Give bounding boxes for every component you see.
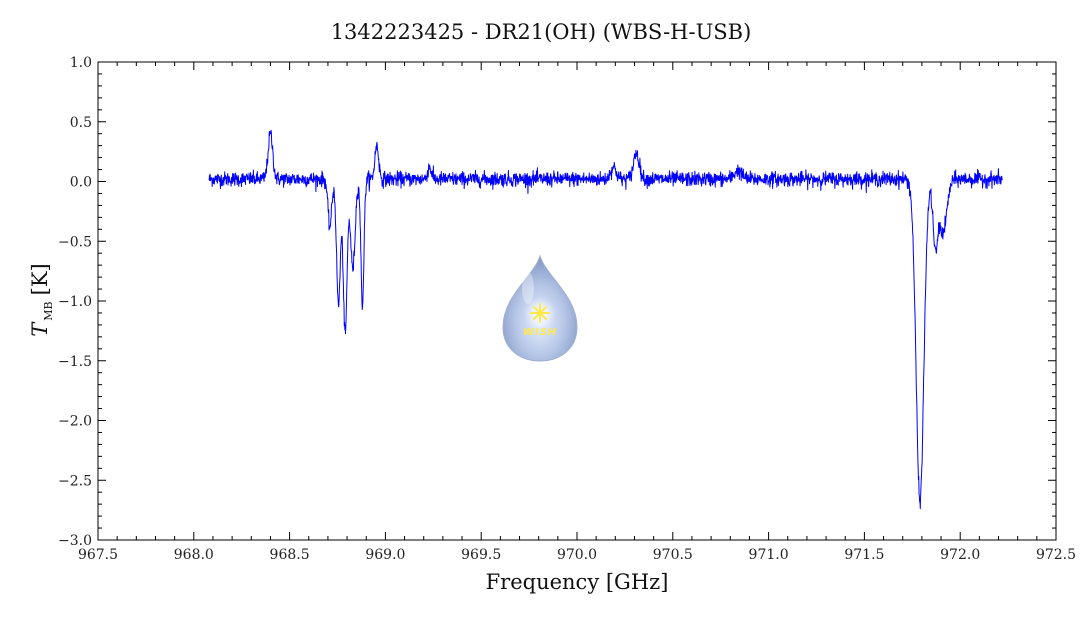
x-tick-labels: 967.5 968.0 968.5 969.0 969.5 970.0 970.5 971.0… [78, 547, 1076, 563]
y-tick-label: −0.5 [58, 234, 92, 250]
wish-drop-highlight [522, 272, 534, 304]
x-tick-label: 970.5 [653, 547, 693, 563]
x-tick-label: 972.0 [940, 547, 980, 563]
y-axis-label-unit: [K] [28, 263, 52, 295]
plot-frame [97, 61, 1057, 541]
y-tick-label: 0.0 [70, 175, 92, 191]
x-tick-label: 972.5 [1036, 547, 1076, 563]
y-axis-label: TMB [K] [28, 263, 55, 336]
x-tick-label: 971.0 [749, 547, 789, 563]
x-axis-label: Frequency [GHz] [486, 570, 669, 594]
x-tick-label: 968.5 [270, 547, 310, 563]
x-tick-label: 969.0 [365, 547, 405, 563]
chart-title: 1342223425 - DR21(OH) (WBS-H-USB) [331, 20, 752, 44]
svg-text:TMB[K]: TMB [K] [28, 263, 55, 336]
wish-logo: WISH [502, 254, 578, 362]
y-axis-label-subscript: MB [42, 301, 55, 320]
y-tick-label: 1.0 [70, 55, 92, 71]
y-tick-label: −1.5 [58, 354, 92, 370]
y-tick-label: −2.0 [58, 414, 92, 430]
x-tick-label: 967.5 [78, 547, 118, 563]
x-tick-label: 968.0 [174, 547, 214, 563]
axis-ticks [97, 61, 1057, 541]
x-tick-label: 971.5 [844, 547, 884, 563]
wish-star-icon [530, 303, 550, 323]
wish-logo-text: WISH [523, 327, 557, 338]
x-tick-label: 970.0 [557, 547, 597, 563]
y-tick-label: −3.0 [58, 533, 92, 549]
y-tick-labels: 1.0 0.5 0.0 −0.5 −1.0 −1.5 −2.0 −2.5 −3.0 [58, 55, 92, 549]
x-tick-label: 969.5 [461, 547, 501, 563]
y-tick-label: −2.5 [58, 473, 92, 489]
spectrum-series-line [208, 129, 1003, 510]
y-axis-label-symbol: T [28, 321, 52, 337]
y-tick-label: 0.5 [70, 115, 92, 131]
y-tick-label: −1.0 [58, 294, 92, 310]
